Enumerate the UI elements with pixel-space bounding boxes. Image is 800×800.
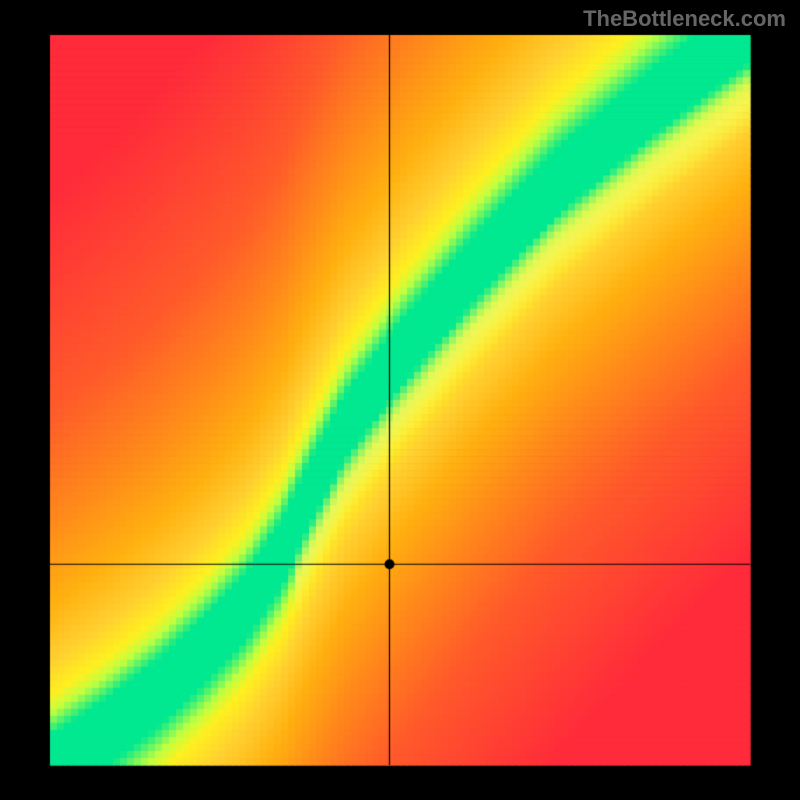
chart-container: TheBottleneck.com bbox=[0, 0, 800, 800]
heatmap-canvas bbox=[0, 0, 800, 800]
watermark-text: TheBottleneck.com bbox=[583, 6, 786, 32]
